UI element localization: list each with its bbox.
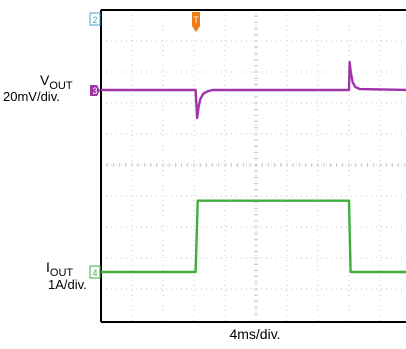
iout-trace bbox=[101, 199, 406, 274]
vout-scale-label: 20mV/div. bbox=[3, 89, 60, 104]
channel-marker-label: T bbox=[193, 15, 199, 25]
channel-marker-label: 4 bbox=[92, 268, 97, 278]
iout-scale-label: 1A/div. bbox=[48, 277, 87, 292]
trigger-marker bbox=[192, 12, 200, 32]
channel-marker-label: 2 bbox=[92, 15, 97, 25]
channel-marker-tag bbox=[90, 85, 100, 96]
x-axis-label: 4ms/div. bbox=[229, 326, 280, 342]
traces-layer bbox=[101, 60, 406, 274]
channel-marker-label: 3 bbox=[92, 86, 97, 96]
vout-label-main: VOUT bbox=[40, 72, 73, 92]
channel-marker-box bbox=[89, 265, 101, 279]
channel-marker-box bbox=[89, 12, 101, 26]
plot-frame bbox=[100, 9, 406, 323]
grid-lines bbox=[100, 9, 406, 322]
vout-trace bbox=[101, 60, 406, 120]
iout-label-main: IOUT bbox=[46, 259, 73, 279]
channel-markers: 2 3 4 T bbox=[89, 12, 200, 279]
